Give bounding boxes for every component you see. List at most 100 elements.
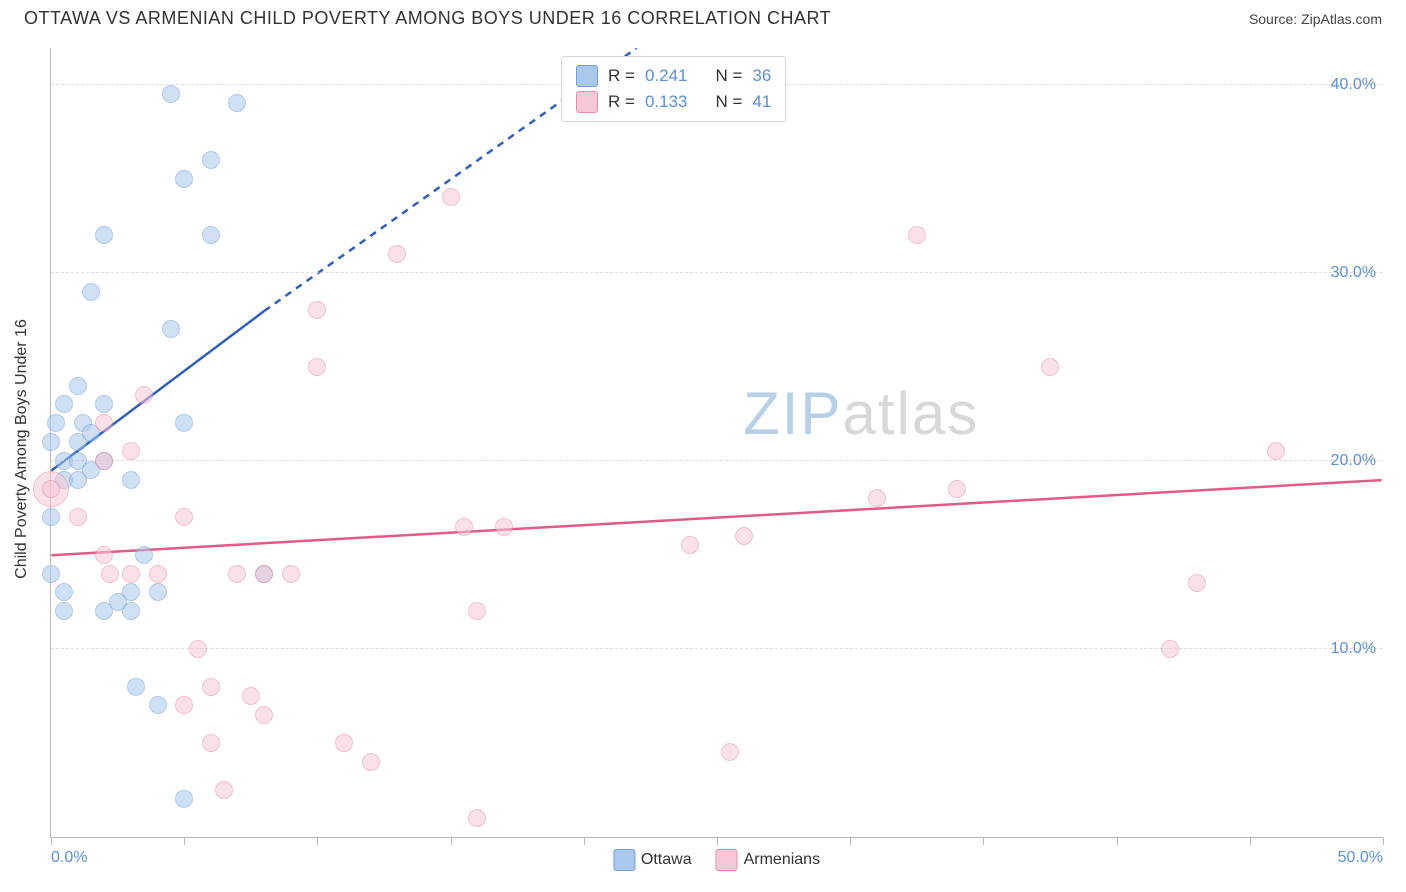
stats-r-label: R = xyxy=(608,66,635,86)
scatter-point xyxy=(362,753,380,771)
legend-item-ottawa: Ottawa xyxy=(613,849,692,871)
scatter-point xyxy=(1267,442,1285,460)
scatter-point xyxy=(495,518,513,536)
trend-lines-layer xyxy=(51,48,1382,837)
scatter-point xyxy=(101,565,119,583)
scatter-point xyxy=(202,226,220,244)
scatter-point xyxy=(122,565,140,583)
scatter-point xyxy=(721,743,739,761)
scatter-point xyxy=(149,565,167,583)
y-axis-label: Child Poverty Among Boys Under 16 xyxy=(13,319,31,579)
scatter-point xyxy=(127,678,145,696)
stats-row-ottawa: R = 0.241 N = 36 xyxy=(576,63,771,89)
watermark: ZIPatlas xyxy=(743,379,979,448)
legend-label-armenians: Armenians xyxy=(744,851,820,869)
source-label: Source: ZipAtlas.com xyxy=(1249,11,1382,27)
scatter-point xyxy=(202,151,220,169)
scatter-point xyxy=(1041,358,1059,376)
scatter-point xyxy=(868,489,886,507)
scatter-point xyxy=(42,508,60,526)
scatter-point xyxy=(82,283,100,301)
scatter-point xyxy=(42,433,60,451)
scatter-point xyxy=(468,809,486,827)
scatter-point xyxy=(95,226,113,244)
stats-box: R = 0.241 N = 36 R = 0.133 N = 41 xyxy=(561,56,786,122)
scatter-point xyxy=(175,414,193,432)
scatter-point xyxy=(202,734,220,752)
scatter-point xyxy=(95,395,113,413)
scatter-point xyxy=(681,536,699,554)
scatter-point xyxy=(908,226,926,244)
scatter-point xyxy=(162,85,180,103)
stats-n-value: 36 xyxy=(752,66,771,86)
watermark-atlas: atlas xyxy=(842,380,979,447)
scatter-point xyxy=(122,471,140,489)
scatter-point xyxy=(242,687,260,705)
scatter-point xyxy=(55,395,73,413)
stats-row-armenians: R = 0.133 N = 41 xyxy=(576,89,771,115)
scatter-point xyxy=(308,358,326,376)
legend-item-armenians: Armenians xyxy=(716,849,820,871)
scatter-point xyxy=(255,706,273,724)
scatter-point xyxy=(95,546,113,564)
scatter-point xyxy=(189,640,207,658)
scatter-point xyxy=(282,565,300,583)
scatter-point xyxy=(215,781,233,799)
scatter-point xyxy=(735,527,753,545)
y-tick-label: 40.0% xyxy=(1331,76,1376,94)
scatter-point xyxy=(228,565,246,583)
scatter-point xyxy=(175,508,193,526)
scatter-point xyxy=(1188,574,1206,592)
scatter-point xyxy=(69,508,87,526)
x-tick-label: 50.0% xyxy=(1338,849,1383,867)
scatter-point xyxy=(442,188,460,206)
scatter-point xyxy=(255,565,273,583)
scatter-point xyxy=(135,546,153,564)
chart-title: OTTAWA VS ARMENIAN CHILD POVERTY AMONG B… xyxy=(24,8,831,29)
stats-r-value: 0.241 xyxy=(645,66,688,86)
scatter-point xyxy=(335,734,353,752)
y-tick-label: 20.0% xyxy=(1331,452,1376,470)
scatter-point xyxy=(42,565,60,583)
scatter-point xyxy=(55,583,73,601)
scatter-point xyxy=(162,320,180,338)
scatter-point xyxy=(95,414,113,432)
legend-label-ottawa: Ottawa xyxy=(641,851,692,869)
scatter-point xyxy=(175,696,193,714)
x-tick-label: 0.0% xyxy=(51,849,87,867)
scatter-point xyxy=(149,696,167,714)
stats-n-label: N = xyxy=(715,66,742,86)
scatter-point xyxy=(175,170,193,188)
scatter-point xyxy=(948,480,966,498)
stats-swatch-ottawa xyxy=(576,65,598,87)
stats-n-value: 41 xyxy=(752,92,771,112)
scatter-point xyxy=(135,386,153,404)
scatter-point xyxy=(468,602,486,620)
scatter-point xyxy=(42,480,60,498)
scatter-point xyxy=(47,414,65,432)
stats-n-label: N = xyxy=(715,92,742,112)
watermark-zip: ZIP xyxy=(743,380,842,447)
legend: Ottawa Armenians xyxy=(613,849,820,871)
scatter-point xyxy=(175,790,193,808)
y-tick-label: 30.0% xyxy=(1331,264,1376,282)
scatter-point xyxy=(69,377,87,395)
stats-r-label: R = xyxy=(608,92,635,112)
stats-swatch-armenians xyxy=(576,91,598,113)
scatter-point xyxy=(95,452,113,470)
scatter-point xyxy=(202,678,220,696)
stats-r-value: 0.133 xyxy=(645,92,688,112)
y-tick-label: 10.0% xyxy=(1331,640,1376,658)
scatter-point xyxy=(308,301,326,319)
chart-plot-area: ZIPatlas 10.0%20.0%30.0%40.0%0.0%50.0% R… xyxy=(50,48,1382,838)
scatter-point xyxy=(228,94,246,112)
scatter-point xyxy=(109,593,127,611)
scatter-point xyxy=(388,245,406,263)
scatter-point xyxy=(1161,640,1179,658)
scatter-point xyxy=(122,442,140,460)
scatter-point xyxy=(55,602,73,620)
legend-swatch-ottawa xyxy=(613,849,635,871)
scatter-point xyxy=(149,583,167,601)
scatter-point xyxy=(455,518,473,536)
legend-swatch-armenians xyxy=(716,849,738,871)
